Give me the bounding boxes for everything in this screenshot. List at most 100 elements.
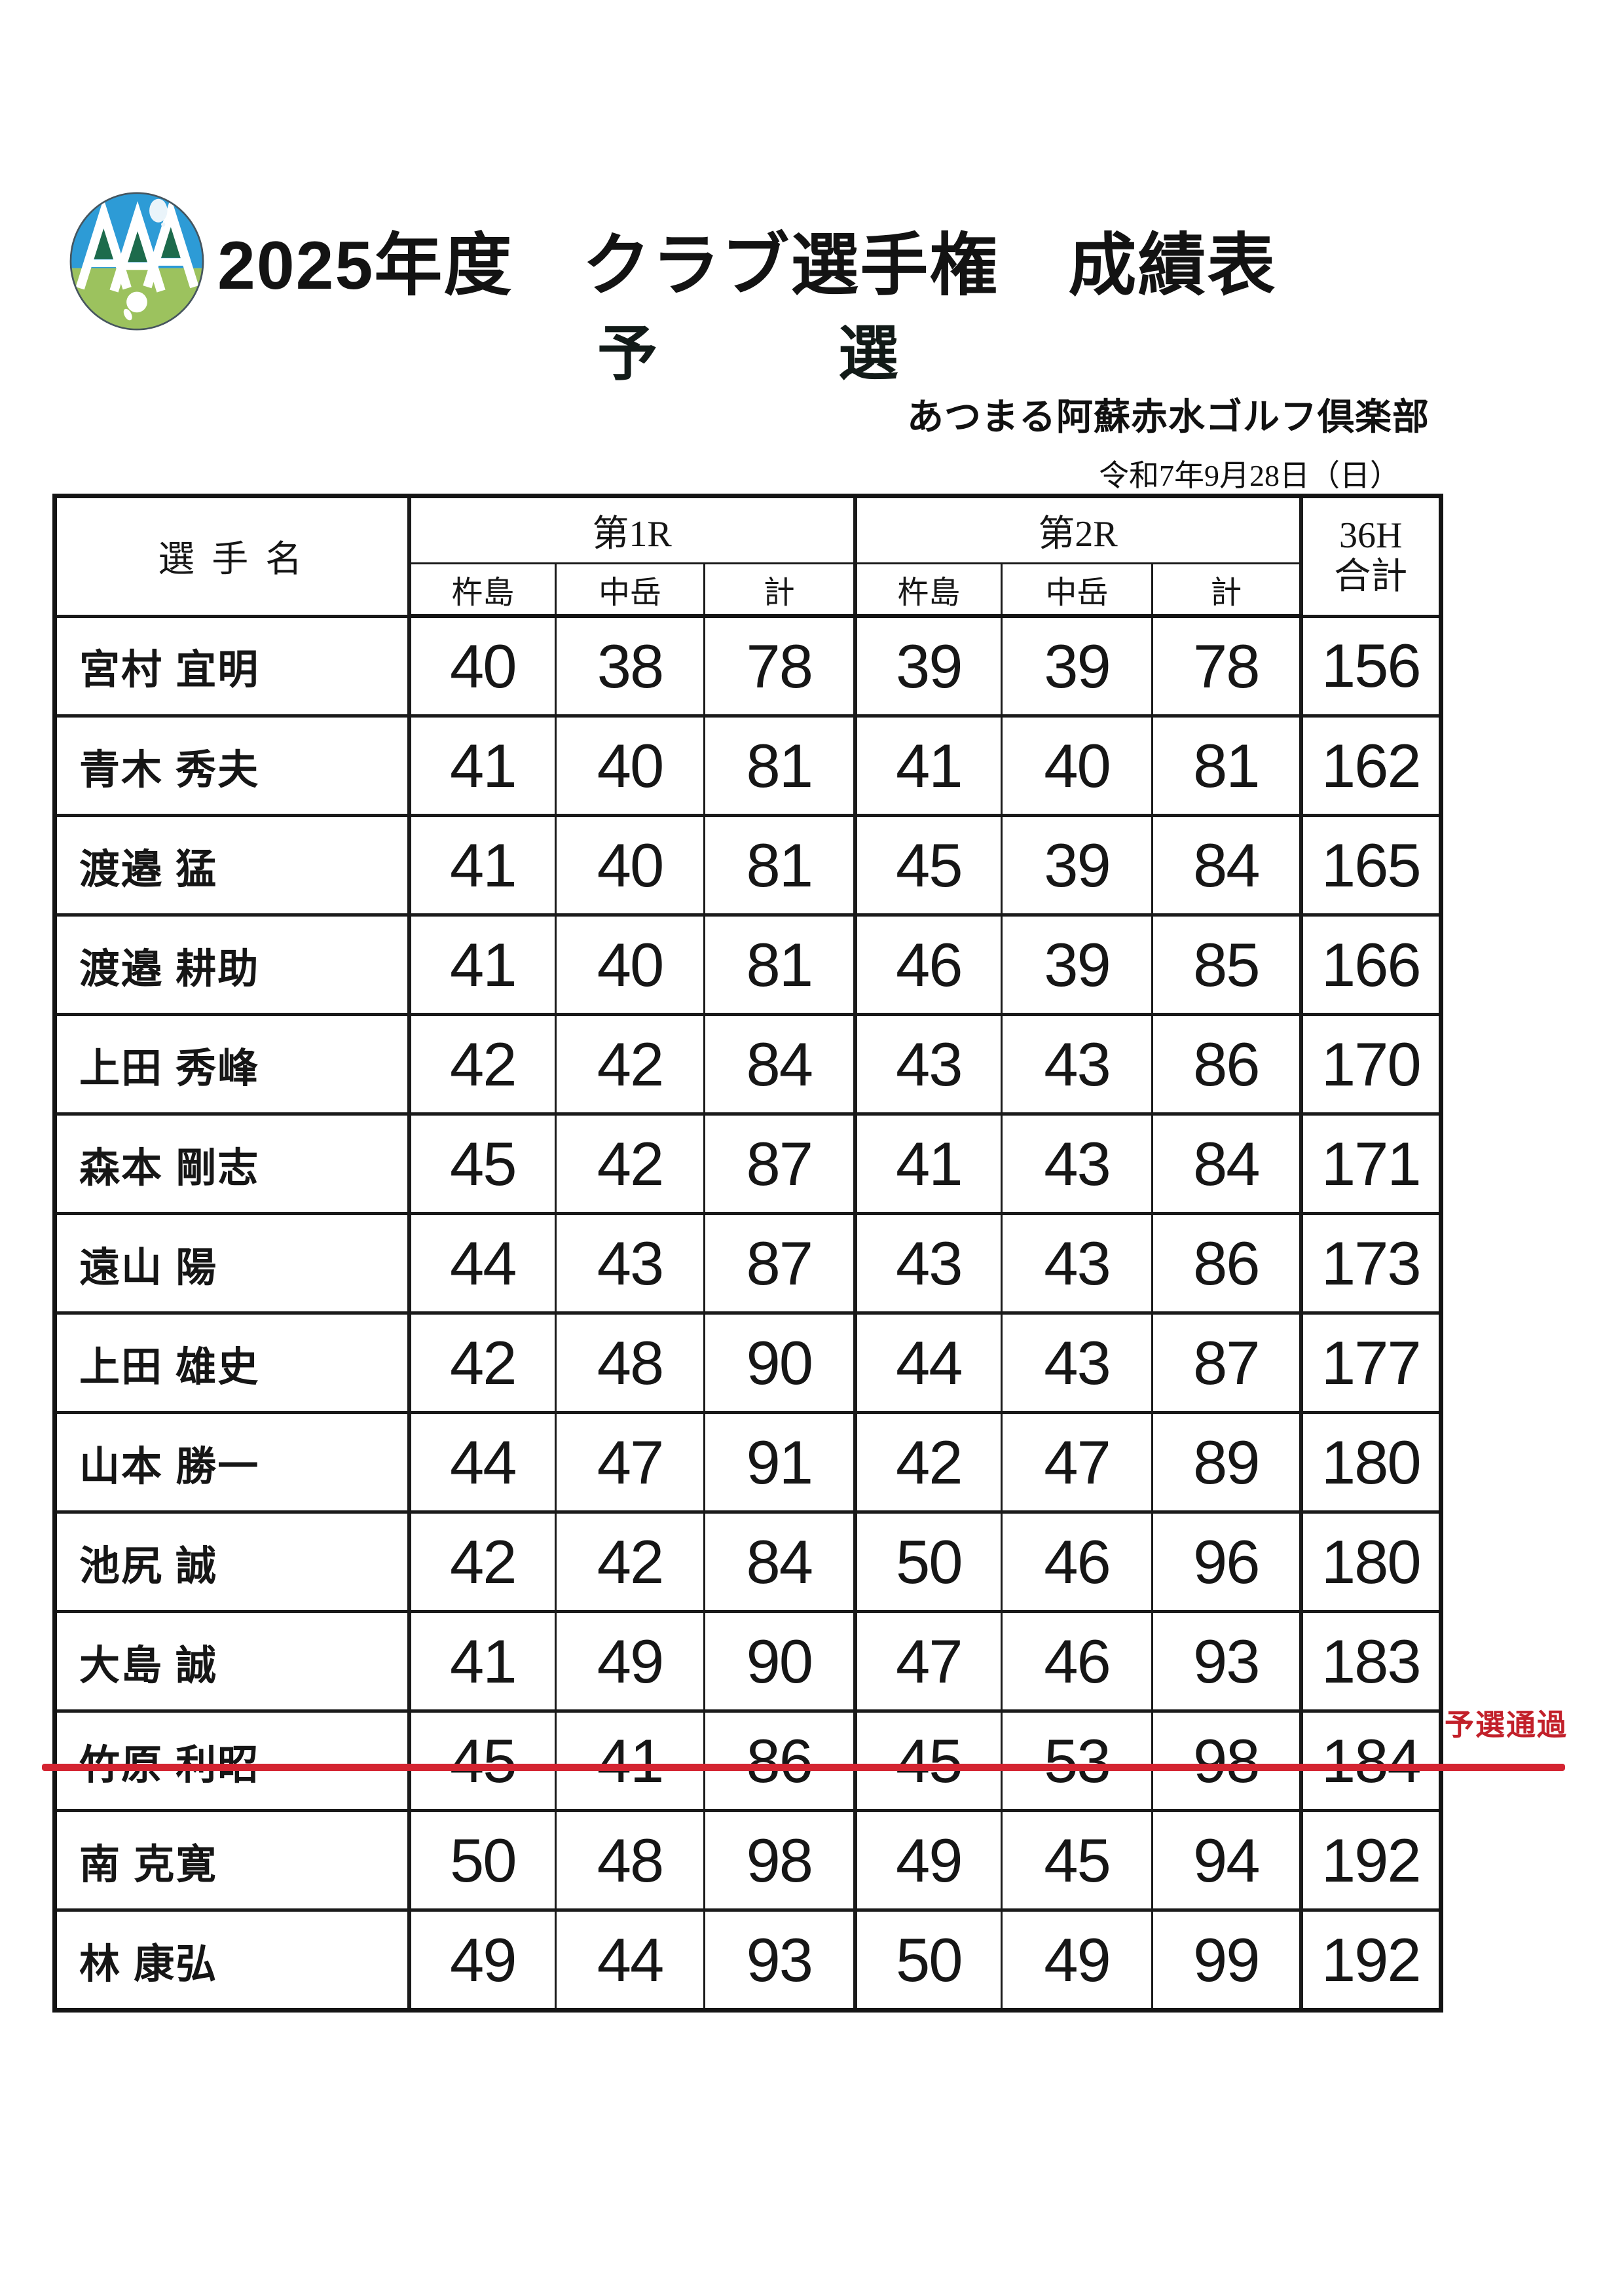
r1-kishima-score: 41 xyxy=(408,913,557,1016)
col-header-player: 選 手 名 xyxy=(54,495,411,617)
r2-nakadake-score: 43 xyxy=(1001,1013,1153,1116)
r1-nakadake-score: 40 xyxy=(555,714,705,817)
total-36h-score: 170 xyxy=(1300,1013,1442,1116)
player-row-qualifying-cut: 竹原 利昭 45 41 86 45 53 98 184 xyxy=(54,1709,1442,1812)
golf-club-logo xyxy=(67,190,206,333)
r1-nakadake-score: 40 xyxy=(555,814,705,917)
logo-graphic xyxy=(69,192,204,331)
col-header-r2-nakadake: 中岳 xyxy=(1001,562,1153,618)
r2-nakadake-score: 43 xyxy=(1001,1212,1153,1315)
r2-nakadake-score: 46 xyxy=(1001,1510,1153,1613)
r2-kishima-score: 50 xyxy=(854,1510,1003,1613)
r2-total-score: 89 xyxy=(1151,1411,1303,1514)
club-name: あつまる阿蘇赤水ゴルフ倶楽部 xyxy=(907,396,1430,437)
r2-nakadake-score: 46 xyxy=(1001,1610,1153,1713)
r2-kishima-score: 45 xyxy=(854,1709,1003,1812)
player-row: 渡邉 耕助 41 40 81 46 39 85 166 xyxy=(54,913,1442,1016)
total-36h-score: 180 xyxy=(1300,1510,1442,1613)
r2-kishima-score: 42 xyxy=(854,1411,1003,1514)
header-row-courses: 杵島 中岳 計 杵島 中岳 計 xyxy=(55,562,1441,618)
results-table: 選 手 名 第1R 第2R 36H 合計 杵島 中岳 計 杵島 中岳 計 宮村 … xyxy=(52,494,1443,2013)
r1-kishima-score: 41 xyxy=(408,714,557,817)
player-row: 宮村 宜明 40 38 78 39 39 78 156 xyxy=(54,614,1442,718)
player-row: 上田 秀峰 42 42 84 43 43 86 170 xyxy=(54,1013,1442,1116)
r2-total-score: 84 xyxy=(1151,814,1303,917)
player-row: 大島 誠 41 49 90 47 46 93 183 xyxy=(54,1610,1442,1713)
total-36h-score: 192 xyxy=(1300,1908,1442,2012)
col-header-36h-line1: 36H xyxy=(1339,515,1403,556)
logo-balloon xyxy=(149,198,168,223)
r2-total-score: 96 xyxy=(1151,1510,1303,1613)
player-name: 大島 誠 xyxy=(54,1610,411,1713)
total-36h-score: 183 xyxy=(1300,1610,1442,1713)
total-36h-score: 192 xyxy=(1300,1809,1442,1912)
player-name: 上田 雄史 xyxy=(54,1311,411,1414)
r1-nakadake-score: 42 xyxy=(555,1013,705,1116)
r1-nakadake-score: 42 xyxy=(555,1510,705,1613)
r2-nakadake-score: 53 xyxy=(1001,1709,1153,1812)
player-name: 森本 剛志 xyxy=(54,1112,411,1215)
r1-total-score: 86 xyxy=(703,1709,857,1812)
r2-total-score: 99 xyxy=(1151,1908,1303,2012)
r1-total-score: 98 xyxy=(703,1809,857,1912)
r2-nakadake-score: 39 xyxy=(1001,614,1153,718)
player-row: 林 康弘 49 44 93 50 49 99 192 xyxy=(54,1908,1442,2012)
player-row: 池尻 誠 42 42 84 50 46 96 180 xyxy=(54,1510,1442,1613)
r1-kishima-score: 45 xyxy=(408,1709,557,1812)
col-header-round2: 第2R xyxy=(854,495,1303,564)
player-name: 青木 秀夫 xyxy=(54,714,411,817)
player-row: 南 克寛 50 48 98 49 45 94 192 xyxy=(54,1809,1442,1912)
qualified-label: 予選通過 xyxy=(1445,1708,1568,1741)
player-row: 遠山 陽 44 43 87 43 43 86 173 xyxy=(54,1212,1442,1315)
r1-kishima-score: 45 xyxy=(408,1112,557,1215)
r2-nakadake-score: 49 xyxy=(1001,1908,1153,2012)
total-36h-score: 173 xyxy=(1300,1212,1442,1315)
r1-kishima-score: 41 xyxy=(408,814,557,917)
r1-kishima-score: 41 xyxy=(408,1610,557,1713)
r1-nakadake-score: 44 xyxy=(555,1908,705,2012)
r2-kishima-score: 39 xyxy=(854,614,1003,718)
r2-total-score: 85 xyxy=(1151,913,1303,1016)
player-name: 渡邉 耕助 xyxy=(54,913,411,1016)
r1-kishima-score: 42 xyxy=(408,1311,557,1414)
event-date: 令和7年9月28日（日） xyxy=(1099,459,1400,492)
r2-kishima-score: 41 xyxy=(854,714,1003,817)
logo-golf-ball xyxy=(126,291,147,313)
total-36h-score: 162 xyxy=(1300,714,1442,817)
total-36h-score: 166 xyxy=(1300,913,1442,1016)
r1-kishima-score: 42 xyxy=(408,1510,557,1613)
round-subtitle: 予 選 xyxy=(597,321,899,388)
r1-total-score: 81 xyxy=(703,714,857,817)
r2-kishima-score: 41 xyxy=(854,1112,1003,1215)
player-row: 山本 勝一 44 47 91 42 47 89 180 xyxy=(54,1411,1442,1514)
qualification-cut-line xyxy=(42,1764,1565,1771)
total-36h-score: 171 xyxy=(1300,1112,1442,1215)
r2-kishima-score: 47 xyxy=(854,1610,1003,1713)
r1-nakadake-score: 43 xyxy=(555,1212,705,1315)
r2-nakadake-score: 43 xyxy=(1001,1112,1153,1215)
r2-total-score: 98 xyxy=(1151,1709,1303,1812)
player-name: 竹原 利昭 xyxy=(54,1709,411,1812)
r2-total-score: 78 xyxy=(1151,614,1303,718)
player-name: 宮村 宜明 xyxy=(54,614,411,718)
player-name: 池尻 誠 xyxy=(54,1510,411,1613)
r2-kishima-score: 45 xyxy=(854,814,1003,917)
r1-kishima-score: 49 xyxy=(408,1908,557,2012)
r1-total-score: 93 xyxy=(703,1908,857,2012)
r1-nakadake-score: 47 xyxy=(555,1411,705,1514)
col-header-r1-nakadake: 中岳 xyxy=(555,562,705,618)
r1-total-score: 78 xyxy=(703,614,857,718)
player-row: 青木 秀夫 41 40 81 41 40 81 162 xyxy=(54,714,1442,817)
r2-kishima-score: 50 xyxy=(854,1908,1003,2012)
col-header-r2-total: 計 xyxy=(1151,562,1303,618)
r1-nakadake-score: 42 xyxy=(555,1112,705,1215)
r2-total-score: 93 xyxy=(1151,1610,1303,1713)
r2-kishima-score: 43 xyxy=(854,1013,1003,1116)
player-name: 渡邉 猛 xyxy=(54,814,411,917)
col-header-36h-line2: 合計 xyxy=(1334,556,1408,597)
col-header-round1: 第1R xyxy=(408,495,857,564)
r1-total-score: 87 xyxy=(703,1212,857,1315)
col-header-r2-kishima: 杵島 xyxy=(854,562,1003,618)
total-36h-score: 165 xyxy=(1300,814,1442,917)
